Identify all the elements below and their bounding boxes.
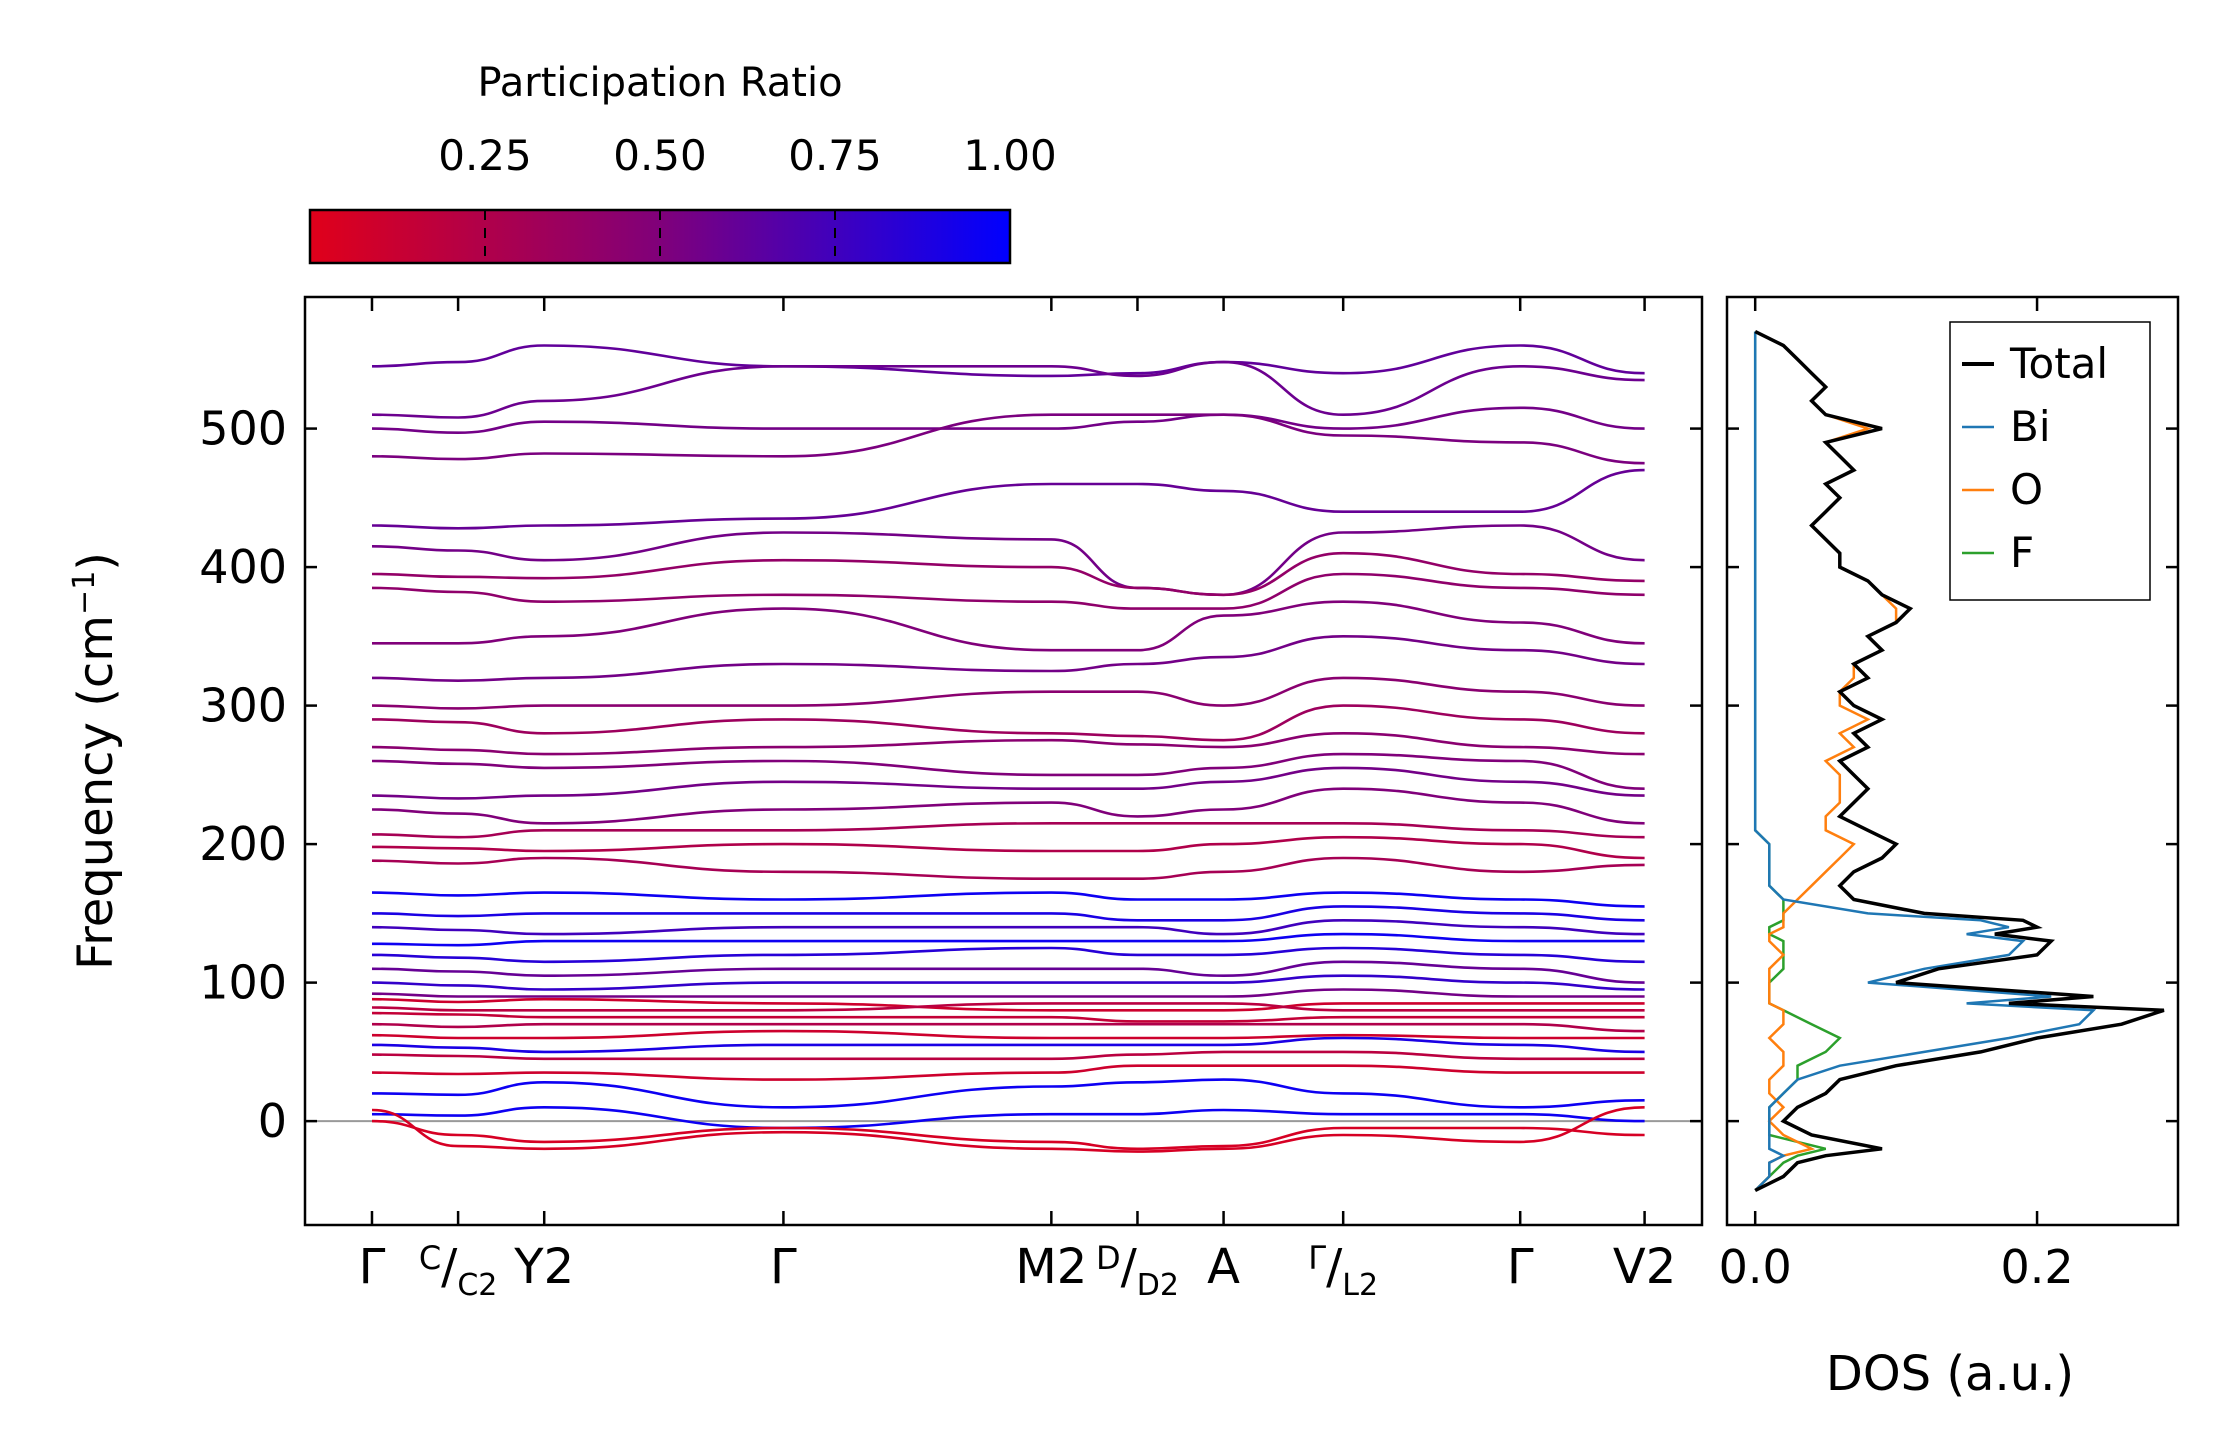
phonon-band-27 bbox=[371, 997, 1645, 1012]
phonon-band-6 bbox=[371, 551, 1645, 597]
legend-label-o: O bbox=[2010, 465, 2043, 514]
phonon-band-34 bbox=[371, 1064, 1645, 1081]
x-tick-label: Γ bbox=[1507, 1239, 1534, 1295]
phonon-band-18 bbox=[371, 856, 1645, 881]
y-tick-label: 400 bbox=[199, 540, 287, 594]
phonon-band-15 bbox=[371, 787, 1645, 825]
phonon-band-11 bbox=[371, 704, 1645, 742]
phonon-band-35 bbox=[371, 1078, 1645, 1109]
dos-x-tick-label: 0.0 bbox=[1719, 1240, 1792, 1294]
dos-line-o bbox=[1754, 330, 1898, 1192]
x-tick-label: Γ bbox=[359, 1239, 386, 1295]
y-axis-label: Frequency (cm−1) bbox=[67, 552, 124, 970]
dos-x-axis-label: DOS (a.u.) bbox=[1826, 1346, 2074, 1402]
phonon-band-20 bbox=[371, 905, 1645, 922]
x-tick-label: D/D2 bbox=[1096, 1239, 1179, 1303]
phonon-band-14 bbox=[371, 766, 1645, 800]
phonon-band-32 bbox=[371, 1036, 1645, 1054]
x-tick-label: Y2 bbox=[513, 1239, 574, 1295]
x-tick-label: Γ/L2 bbox=[1308, 1239, 1378, 1303]
phonon-band-22 bbox=[371, 932, 1645, 947]
legend: Total Bi OF bbox=[1949, 321, 2151, 601]
phonon-band-30 bbox=[371, 1022, 1645, 1033]
x-tick-label: V2 bbox=[1613, 1239, 1676, 1295]
phonon-band-23 bbox=[371, 946, 1645, 964]
phonon-band-37 bbox=[371, 1119, 1645, 1151]
band-structure-panel: 0 100 200 300 400 500 Γ C/C2 Y2 Γ M2 D/D2 A Γ/L2 Γ V2 F… bbox=[67, 295, 1704, 1303]
y-tick-label: 500 bbox=[199, 402, 287, 456]
dos-line-bi bbox=[1753, 331, 2097, 1192]
phonon-band-4 bbox=[371, 468, 1645, 530]
phonon-band-33 bbox=[371, 1050, 1645, 1061]
phonon-band-3 bbox=[371, 413, 1645, 465]
phonon-band-12 bbox=[371, 731, 1645, 756]
dos-x-tick-label: 0.2 bbox=[2000, 1240, 2073, 1294]
phonon-band-9 bbox=[371, 634, 1645, 683]
x-tick-label: C/C2 bbox=[419, 1239, 498, 1303]
phonon-band-36 bbox=[371, 1105, 1645, 1130]
colorbar: Participation Ratio 0.25 0.50 0.75 1.00 bbox=[308, 60, 1057, 265]
phonon-band-19 bbox=[371, 891, 1645, 908]
legend-label-total: Total bbox=[2009, 339, 2108, 388]
phonon-band-21 bbox=[371, 918, 1645, 936]
y-tick-label: 100 bbox=[199, 956, 287, 1010]
legend-label-bi: Bi bbox=[2010, 402, 2050, 451]
phonon-band-8 bbox=[371, 600, 1645, 652]
y-tick-label: 300 bbox=[199, 679, 287, 733]
colorbar-tick-label: 0.50 bbox=[613, 131, 707, 180]
phonon-band-24 bbox=[371, 960, 1645, 984]
phonon-band-0 bbox=[371, 344, 1645, 378]
phonon-band-26 bbox=[371, 988, 1645, 998]
phonon-band-17 bbox=[371, 835, 1645, 860]
phonon-band-16 bbox=[371, 821, 1645, 839]
band-axes-frame bbox=[303, 295, 1704, 1227]
phonon-band-28 bbox=[371, 1002, 1645, 1012]
phonon-band-10 bbox=[371, 676, 1645, 710]
x-tick-label: A bbox=[1207, 1239, 1240, 1295]
phonon-band-13 bbox=[371, 752, 1645, 790]
y-tick-label: 0 bbox=[258, 1094, 287, 1148]
phonon-band-2 bbox=[371, 406, 1645, 435]
colorbar-title: Participation Ratio bbox=[477, 60, 842, 106]
dos-panel: 0.0 0.2 DOS (a.u.) Total Bi OF bbox=[1719, 295, 2180, 1402]
dos-line-total bbox=[1754, 330, 2165, 1192]
phonon-band-5 bbox=[371, 524, 1645, 597]
colorbar-tick-label: 0.25 bbox=[438, 131, 532, 180]
dos-axes-frame bbox=[1725, 295, 2180, 1227]
y-tick-label: 200 bbox=[199, 817, 287, 871]
phonon-band-38 bbox=[371, 1106, 1645, 1153]
legend-label-f: F bbox=[2010, 528, 2034, 577]
colorbar-tick-label: 1.00 bbox=[963, 131, 1057, 180]
phonon-band-25 bbox=[371, 974, 1645, 991]
phonon-band-1 bbox=[371, 360, 1645, 419]
x-tick-label: M2 bbox=[1015, 1239, 1087, 1295]
x-tick-label: Γ bbox=[770, 1239, 797, 1295]
phonon-band-7 bbox=[371, 572, 1645, 610]
phonon-band-29 bbox=[371, 1011, 1645, 1023]
phonon-band-31 bbox=[371, 1029, 1645, 1040]
colorbar-tick-label: 0.75 bbox=[788, 131, 882, 180]
